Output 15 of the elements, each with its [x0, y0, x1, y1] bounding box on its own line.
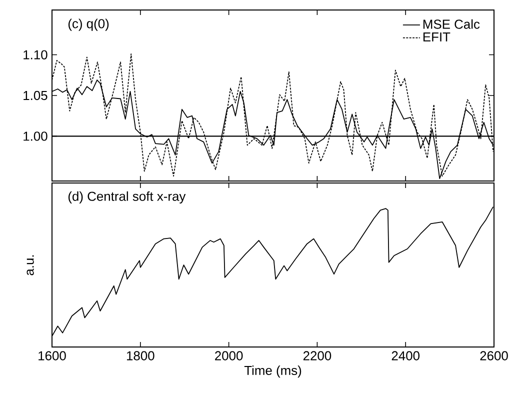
x-tick-label: 2600: [480, 351, 508, 360]
y-axis-title: a.u.: [26, 255, 34, 276]
x-tick-label: 1600: [38, 351, 66, 360]
y-tick-label: 1.10: [24, 50, 48, 60]
legend-label: MSE Calc: [423, 19, 480, 29]
text: (c) q(0): [68, 18, 109, 31]
chart-title: (d) Central soft x-ray: [68, 191, 186, 204]
legend-label: EFIT: [423, 32, 450, 42]
y-tick-label: 1.00: [24, 132, 48, 141]
x-tick-label: 2000: [215, 351, 243, 360]
x-axis-title: Time (ms): [244, 366, 302, 378]
y-tick-label: 1.05: [24, 90, 48, 100]
x-tick-label: 2400: [392, 351, 420, 360]
x-tick-label: 2200: [303, 351, 332, 360]
x-tick-label: 1800: [126, 351, 154, 360]
